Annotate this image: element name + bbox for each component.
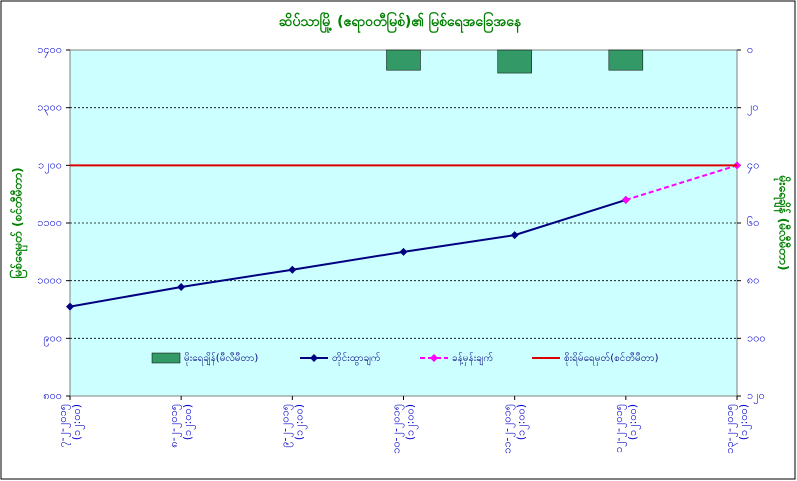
line — [625, 164, 738, 201]
point — [399, 247, 408, 256]
x-tick-label: ၇-၂-၂၀၁၅(၁၂:၀၀) — [56, 404, 85, 448]
x-tick-label: ၁၂-၂-၂၀၁၅(၁၂:၀၀) — [612, 404, 641, 453]
point — [177, 283, 186, 292]
legend-marker — [310, 354, 318, 362]
point — [288, 265, 297, 274]
y-axis-label: မြစ်ရေမှတ် (စင်တီမီတာ) — [8, 167, 29, 278]
line — [69, 198, 627, 308]
chart-title: ဆိပ်သာမြို့ (ဧရာဝတီမြစ်)၏ မြစ်ရေအခြေအနေ — [279, 12, 522, 33]
x-tick-label: ၁၃-၂-၂၀၁၅(၁၂:၀၀) — [723, 404, 752, 454]
y-tick-label: ၁၂၀၀ — [38, 158, 62, 173]
legend-marker — [430, 354, 438, 362]
bar — [608, 49, 644, 71]
y2-tick-label: ၄၀ — [747, 158, 759, 173]
x-tick-label: ၁၁-၂-၂၀၁၅(၁၂:၀၀) — [501, 404, 530, 454]
y2-axis-label: မိုးရေချိန် (မီလီမီတာ) — [773, 175, 793, 271]
y2-tick-label: ၀ — [747, 43, 753, 56]
legend-label: တိုင်းထွာချက် — [332, 351, 381, 366]
legend-swatch — [151, 352, 181, 364]
y-tick-label: ၉၀၀ — [43, 331, 62, 346]
bar — [497, 49, 532, 74]
legend-label: မိုးရေချိန်(မီလီမီတာ) — [184, 351, 258, 366]
y2-tick-label: ၂၀ — [747, 101, 759, 116]
y-tick-label: ၁၀၀၀ — [37, 274, 62, 287]
y-tick-label: ၁၁၀၀ — [37, 216, 62, 229]
y-tick-label: ၈၀၀ — [43, 389, 62, 402]
y-tick-label: ၁၄၀၀ — [37, 43, 62, 58]
legend-label: စိုးရိမ်ရေမှတ်(စင်တီမီတာ) — [564, 351, 659, 366]
y2-tick-label: ၆၀ — [747, 216, 759, 229]
x-tick-label: ၉-၂-၂၀၁၅(၁၂:၀၀) — [278, 404, 307, 448]
legend-label: ခန့်မှန်းချက် — [452, 351, 493, 366]
x-tick-label: ၁၀-၂-၂၀၁၅(၁၂:၀၀) — [390, 404, 419, 454]
y-tick-label: ၁၃၀၀ — [37, 101, 62, 116]
bar — [386, 49, 421, 71]
y2-tick-label: ၁၂၀ — [747, 389, 765, 404]
point — [621, 195, 630, 204]
point — [510, 231, 519, 240]
x-tick-label: ၈-၂-၂၀၁၅(၁၂:၀၀) — [167, 404, 196, 448]
point — [66, 302, 74, 311]
y2-tick-label: ၈၀ — [747, 274, 759, 287]
y2-tick-label: ၁၀၀ — [747, 331, 766, 344]
